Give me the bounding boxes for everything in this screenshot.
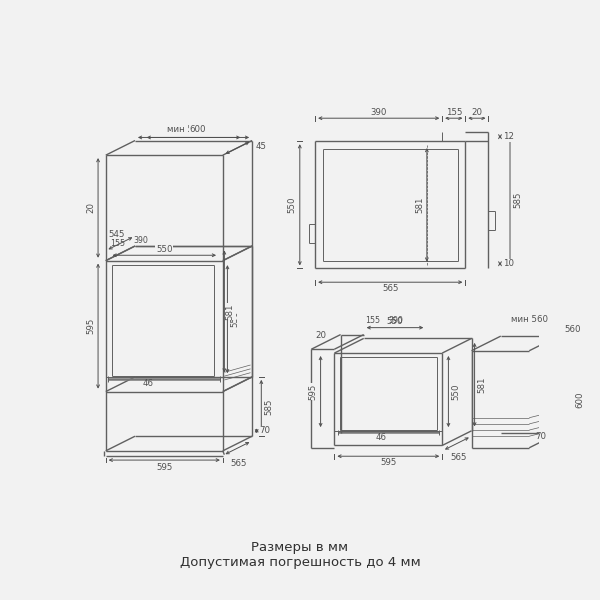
Text: 20: 20 — [315, 331, 326, 340]
Text: 10: 10 — [503, 259, 514, 268]
Text: 46: 46 — [375, 433, 386, 442]
Text: 585: 585 — [265, 398, 274, 415]
Text: 550: 550 — [288, 197, 297, 213]
Text: 581: 581 — [478, 376, 487, 393]
Text: 20: 20 — [472, 107, 482, 116]
Text: 600: 600 — [575, 391, 584, 407]
Text: 155: 155 — [365, 316, 380, 325]
Text: 565: 565 — [450, 453, 467, 462]
Text: 390: 390 — [389, 316, 403, 325]
Text: 565: 565 — [231, 458, 247, 467]
Text: 581: 581 — [416, 197, 425, 213]
Text: Размеры в мм: Размеры в мм — [251, 541, 349, 554]
Text: 550: 550 — [451, 383, 460, 400]
Text: 45: 45 — [256, 142, 267, 151]
Text: 581: 581 — [226, 303, 235, 320]
Text: 600: 600 — [190, 125, 206, 134]
Text: 550: 550 — [230, 310, 239, 326]
Text: Допустимая погрешность до 4 мм: Допустимая погрешность до 4 мм — [179, 556, 421, 569]
Text: 46: 46 — [143, 379, 154, 388]
Text: мин 560: мин 560 — [167, 125, 204, 134]
Text: 595: 595 — [308, 383, 317, 400]
Text: 70: 70 — [535, 432, 547, 441]
Text: 595: 595 — [380, 458, 397, 467]
Text: мин 560: мин 560 — [511, 315, 548, 324]
Text: 550: 550 — [387, 317, 403, 326]
Text: 390: 390 — [371, 107, 387, 116]
Text: 595: 595 — [156, 463, 172, 472]
Text: 12: 12 — [503, 132, 514, 141]
Text: 70: 70 — [260, 427, 271, 436]
Text: 390: 390 — [133, 236, 148, 245]
Text: 155: 155 — [446, 107, 462, 116]
Text: 565: 565 — [382, 284, 398, 293]
Text: 560: 560 — [565, 325, 581, 334]
Text: 545: 545 — [108, 230, 125, 239]
Text: 550: 550 — [156, 245, 173, 254]
Text: 20: 20 — [86, 202, 95, 214]
Text: 595: 595 — [86, 318, 95, 334]
Text: 585: 585 — [513, 192, 522, 208]
Text: 155: 155 — [110, 239, 125, 248]
